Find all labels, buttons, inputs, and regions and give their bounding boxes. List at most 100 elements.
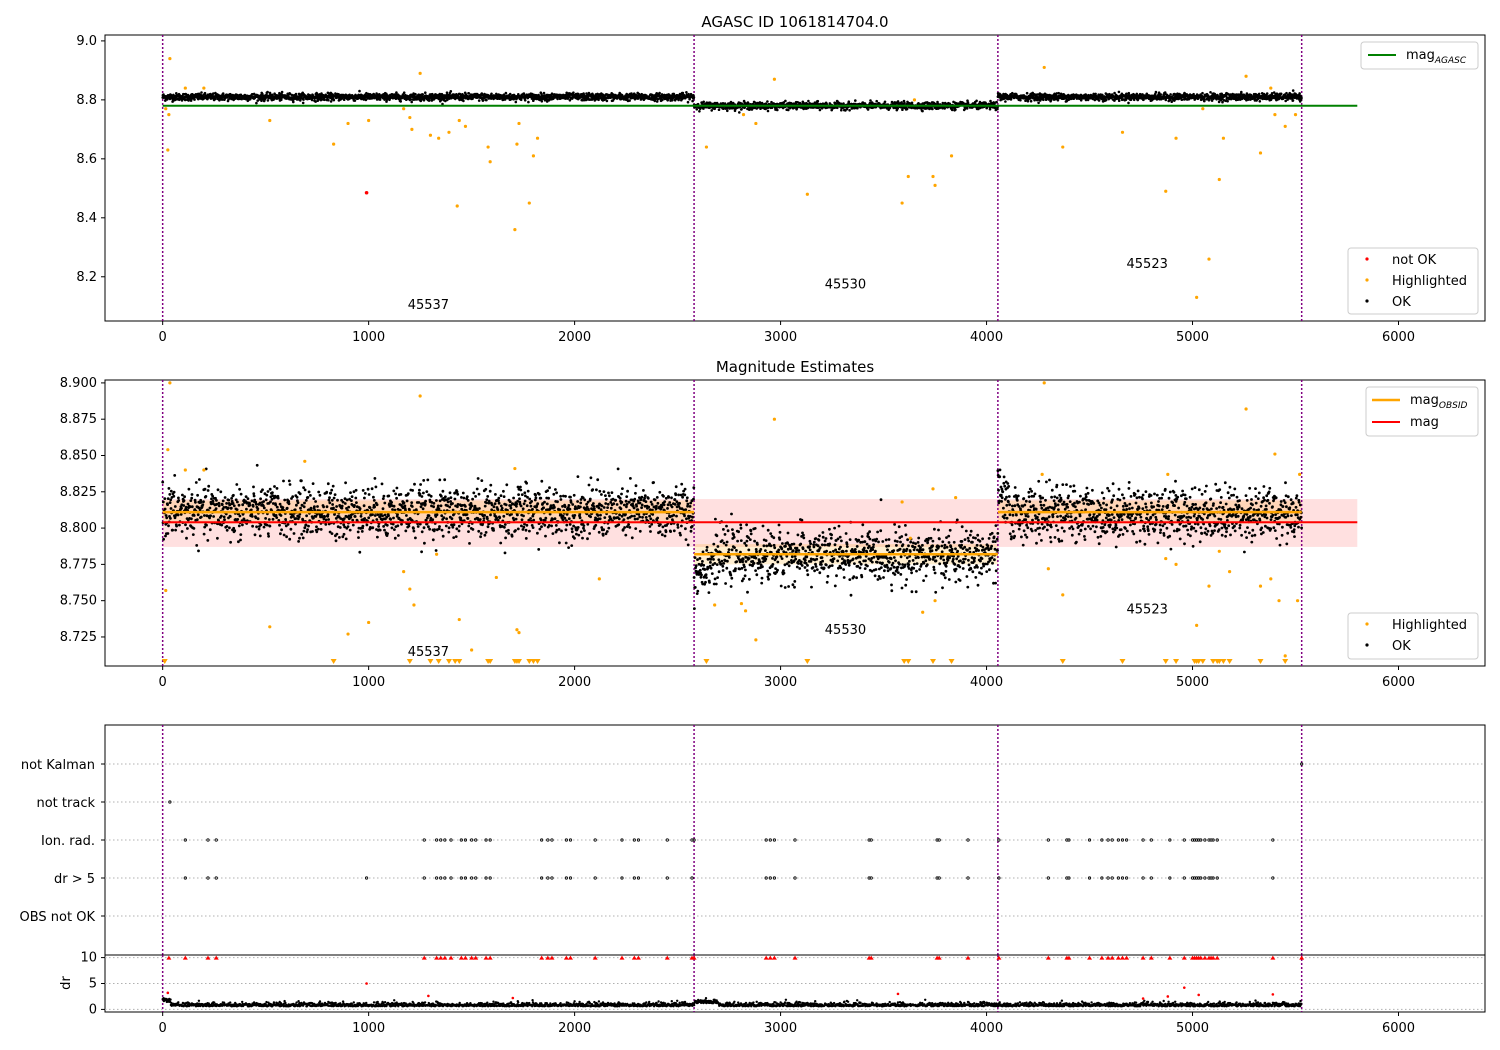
- ok-point: [167, 487, 171, 490]
- x-tick-label: 6000: [1382, 330, 1415, 345]
- ok-point: [726, 109, 729, 113]
- ok-point: [268, 487, 272, 491]
- ok-point: [316, 505, 319, 508]
- ok-point: [287, 479, 291, 483]
- ok-point: [1097, 99, 1101, 102]
- highlighted-point: [418, 71, 422, 75]
- ok-point: [344, 481, 347, 485]
- ok-point: [208, 506, 212, 510]
- ok-point: [336, 498, 339, 502]
- ok-point: [1037, 101, 1040, 105]
- ok-point: [293, 508, 297, 512]
- ok-point: [995, 100, 998, 104]
- ok-point: [342, 517, 346, 520]
- ok-point: [278, 523, 281, 527]
- ok-point: [1094, 92, 1097, 96]
- obs-label: 45530: [825, 278, 866, 293]
- ok-point: [698, 110, 701, 113]
- ok-point: [1025, 91, 1029, 95]
- ok-point: [275, 505, 279, 509]
- ok-point: [289, 527, 293, 531]
- ok-point: [165, 516, 169, 520]
- legend-marker: [1365, 299, 1369, 303]
- ok-point: [1226, 99, 1229, 103]
- ok-point: [202, 532, 206, 536]
- highlighted-point: [931, 174, 935, 179]
- ok-point: [330, 532, 334, 535]
- ok-point: [279, 514, 283, 517]
- ok-point: [1154, 90, 1158, 94]
- ok-point: [220, 503, 224, 506]
- highlighted-point: [1207, 257, 1211, 261]
- ok-point: [854, 99, 857, 102]
- obs-label: 45537: [408, 298, 449, 313]
- ok-point: [264, 517, 267, 520]
- chart-title: AGASC ID 1061814704.0: [701, 13, 888, 31]
- ok-point: [399, 100, 403, 103]
- ok-point: [1093, 98, 1097, 102]
- highlighted-point: [772, 77, 777, 81]
- ok-point: [271, 494, 275, 498]
- ok-point: [329, 100, 333, 103]
- ok-point: [597, 98, 600, 102]
- ok-point: [1142, 98, 1145, 101]
- ok-point: [213, 97, 217, 101]
- ok-point: [206, 489, 210, 492]
- ok-point: [190, 505, 194, 509]
- ok-point: [225, 525, 229, 528]
- highlighted-point: [805, 192, 809, 196]
- ok-point: [223, 496, 227, 499]
- ok-point: [350, 495, 354, 498]
- highlighted-point: [704, 145, 709, 149]
- ok-point: [324, 518, 328, 522]
- agasc-y-ticks: 8.28.48.68.89.0: [76, 34, 105, 285]
- ok-point: [1004, 100, 1007, 103]
- ok-point: [221, 499, 225, 503]
- ok-point: [217, 504, 221, 508]
- highlighted-point: [402, 107, 406, 111]
- ok-point: [196, 493, 200, 497]
- ok-point: [232, 493, 235, 497]
- ok-point: [206, 539, 210, 542]
- x-tick-label: 1000: [352, 330, 385, 345]
- ok-point: [204, 495, 208, 498]
- ok-point: [556, 97, 559, 101]
- ok-point: [304, 499, 308, 502]
- ok-point: [256, 507, 260, 511]
- ok-point: [314, 100, 317, 103]
- ok-point: [299, 99, 302, 102]
- legend-label-main: mag: [1406, 48, 1435, 63]
- ok-point: [265, 523, 269, 527]
- ok-point: [226, 506, 230, 510]
- highlighted-point: [949, 154, 954, 158]
- highlighted-point: [1283, 124, 1287, 129]
- ok-point: [258, 534, 262, 538]
- ok-point: [189, 499, 193, 502]
- ok-point: [255, 525, 258, 529]
- ok-point: [309, 494, 312, 497]
- ok-point: [190, 496, 194, 500]
- ok-point: [278, 502, 282, 506]
- ok-point: [326, 513, 330, 516]
- ok-point: [1258, 100, 1262, 103]
- ok-point: [1117, 99, 1121, 102]
- ok-point: [182, 504, 186, 507]
- ok-point: [307, 490, 311, 494]
- ok-point: [540, 100, 544, 103]
- ok-point: [297, 515, 301, 519]
- ok-point: [176, 513, 180, 517]
- ok-point: [229, 540, 233, 544]
- ok-point: [248, 503, 252, 507]
- ok-point: [605, 99, 609, 103]
- ok-point: [296, 501, 300, 505]
- highlighted-point: [455, 204, 459, 208]
- x-tick-label: 5000: [1176, 330, 1209, 345]
- chart-title: Magnitude Estimates: [716, 358, 874, 376]
- ok-point: [275, 487, 279, 490]
- ok-point: [462, 99, 465, 103]
- highlighted-point: [346, 121, 350, 126]
- ok-point: [275, 516, 279, 519]
- ok-point: [896, 100, 900, 103]
- agasc-panel-frame: [104, 34, 1486, 322]
- ok-point: [702, 100, 705, 104]
